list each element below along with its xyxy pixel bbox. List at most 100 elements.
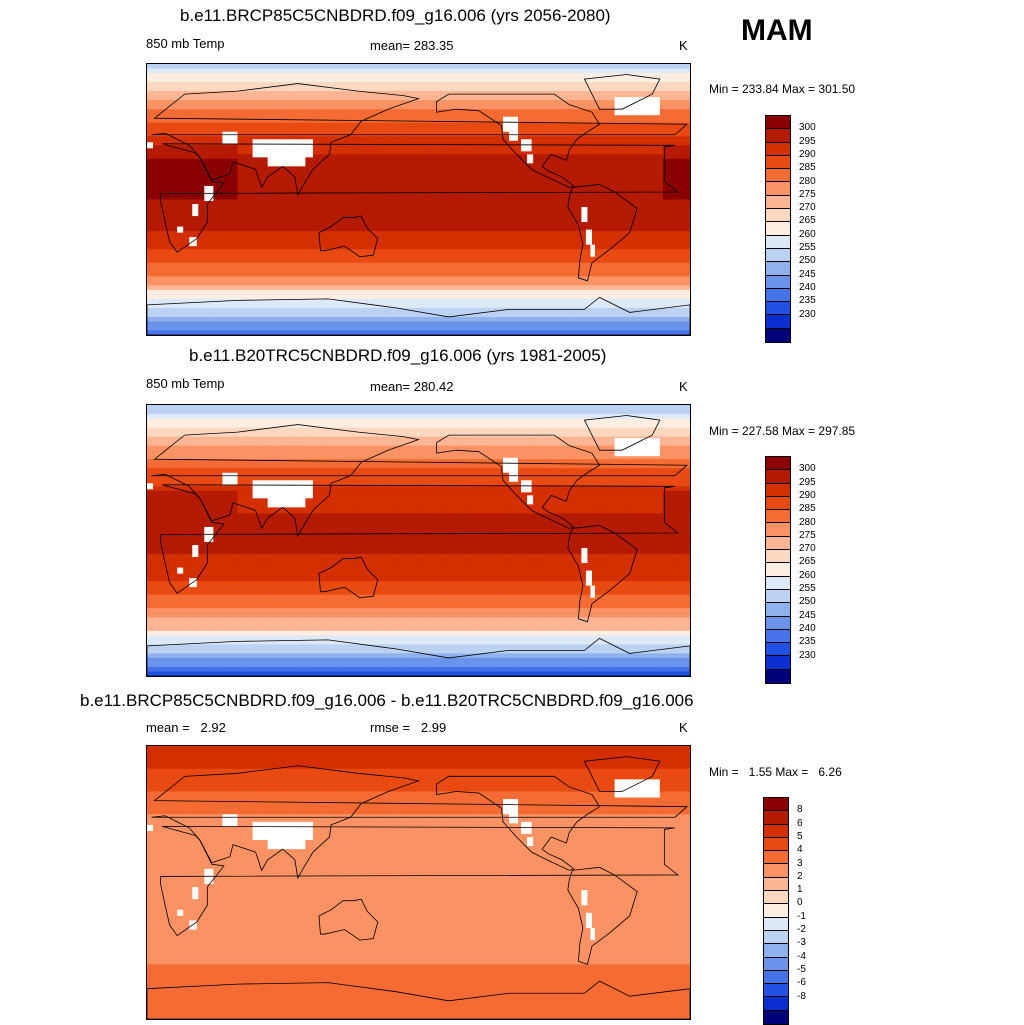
field-cell: [600, 136, 610, 141]
field-cell: [256, 96, 266, 101]
field-cell: [247, 419, 257, 424]
field-cell: [355, 317, 365, 322]
field-cell: [545, 91, 555, 96]
field-cell: [645, 150, 655, 155]
field-cell: [455, 222, 465, 227]
field-cell: [627, 118, 637, 123]
field-cell: [446, 87, 456, 92]
field-cell: [554, 245, 564, 250]
field-cell: [473, 321, 483, 326]
field-cell: [672, 249, 682, 254]
field-cell: [238, 172, 248, 177]
field-cell: [428, 290, 438, 295]
temperature-field: [147, 64, 690, 335]
field-cell: [554, 477, 564, 482]
field-cell: [536, 172, 546, 177]
field-cell: [274, 464, 284, 469]
field-cell: [301, 222, 311, 227]
field-cell: [228, 299, 238, 304]
field-cell: [455, 249, 465, 254]
field-cell: [201, 231, 211, 236]
field-cell: [274, 222, 284, 227]
colorbar-swatch: [766, 129, 790, 142]
field-cell: [319, 114, 329, 119]
field-cell: [545, 73, 555, 78]
field-cell: [464, 321, 474, 326]
field-cell: [373, 181, 383, 186]
field-cell: [545, 159, 555, 164]
field-cell: [600, 441, 610, 446]
field-cell: [183, 272, 193, 277]
field-cell: [609, 491, 619, 496]
field-cell: [581, 159, 591, 164]
field-cell: [210, 281, 220, 286]
field-cell: [518, 437, 528, 442]
field-cell: [156, 294, 166, 299]
field-cell: [437, 258, 447, 263]
field-cell: [627, 491, 637, 496]
field-cell: [482, 123, 492, 128]
field-cell: [355, 213, 365, 218]
field-cell: [373, 114, 383, 119]
field-cell: [201, 414, 211, 419]
field-cell: [346, 254, 356, 259]
field-cell: [500, 91, 510, 96]
field-cell: [364, 168, 374, 173]
field-cell: [482, 446, 492, 451]
field-cell: [491, 195, 501, 200]
field-cell: [554, 136, 564, 141]
field-cell: [192, 290, 202, 295]
field-cell: [228, 254, 238, 259]
field-cell: [437, 432, 447, 437]
field-cell: [192, 163, 202, 168]
field-cell: [590, 495, 600, 500]
field-cell: [536, 285, 546, 290]
field-cell: [681, 204, 690, 209]
field-cell: [536, 245, 546, 250]
field-cell: [464, 118, 474, 123]
field-cell: [409, 254, 419, 259]
field-cell: [627, 473, 637, 478]
field-cell: [238, 464, 248, 469]
field-cell: [156, 285, 166, 290]
field-cell: [355, 195, 365, 200]
field-cell: [554, 308, 564, 313]
field-cell: [437, 410, 447, 415]
field-cell: [391, 441, 401, 446]
field-cell: [364, 285, 374, 290]
field-cell: [554, 468, 564, 473]
field-cell: [373, 172, 383, 177]
field-cell: [500, 231, 510, 236]
field-cell: [319, 321, 329, 326]
field-cell: [500, 491, 510, 496]
field-cell: [609, 240, 619, 245]
field-cell: [600, 486, 610, 491]
field-cell: [265, 410, 275, 415]
field-cell: [265, 114, 275, 119]
field-cell: [283, 240, 293, 245]
field-cell: [464, 500, 474, 505]
field-cell: [518, 82, 528, 87]
field-cell: [464, 330, 474, 335]
field-cell: [600, 78, 610, 83]
field-cell: [645, 267, 655, 272]
field-cell: [192, 326, 202, 331]
field-cell: [527, 172, 537, 177]
field-cell: [346, 123, 356, 128]
field-cell: [545, 500, 555, 505]
field-cell: [590, 159, 600, 164]
field-cell: [219, 272, 229, 277]
field-cell: [518, 64, 528, 69]
field-cell: [328, 500, 338, 505]
field-cell: [437, 317, 447, 322]
field-cell: [156, 227, 166, 232]
field-cell: [618, 222, 628, 227]
field-cell: [319, 419, 329, 424]
field-cell: [319, 468, 329, 473]
field-cell: [672, 446, 682, 451]
field-cell: [301, 168, 311, 173]
field-cell: [283, 87, 293, 92]
field-cell: [265, 303, 275, 308]
field-cell: [400, 109, 410, 114]
field-cell: [283, 109, 293, 114]
